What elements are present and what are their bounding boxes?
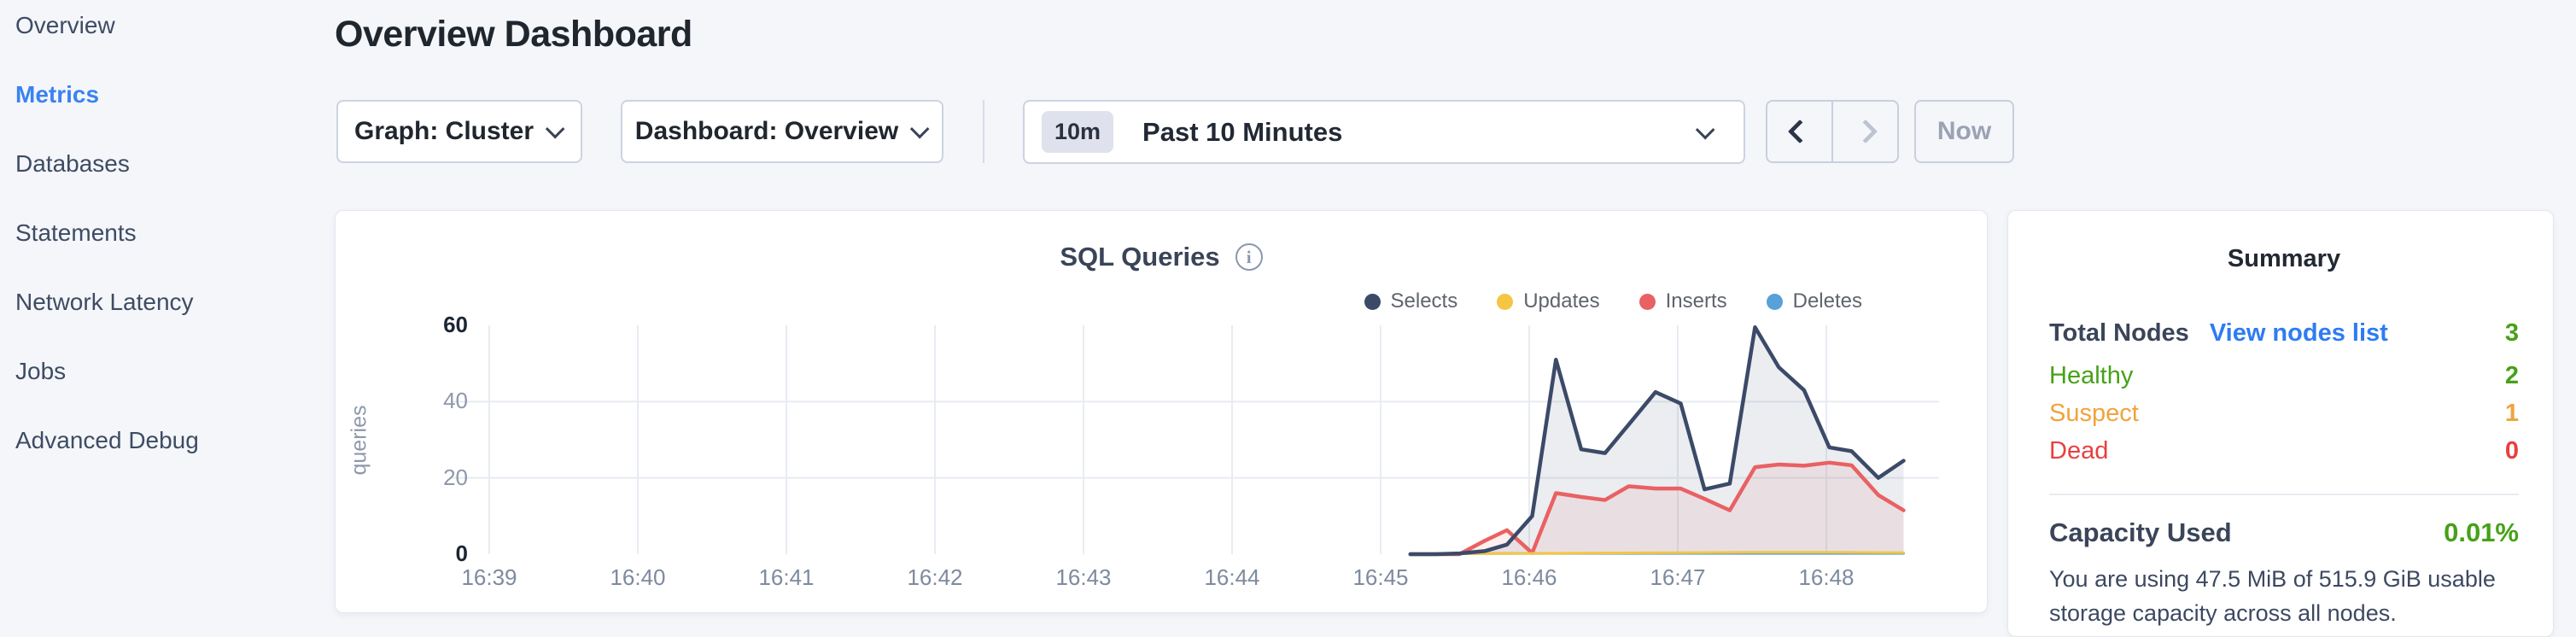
capacity-used-value: 0.01% — [2444, 517, 2519, 548]
summary-panel: Summary Total Nodes View nodes list 3 He… — [2007, 210, 2554, 637]
time-range-badge: 10m — [1042, 111, 1113, 153]
status-label: Healthy — [2049, 362, 2133, 390]
chevron-down-icon — [910, 120, 930, 139]
db-console-metrics-page: { "sidebar": { "items": [ {"label": "Ove… — [0, 0, 2576, 623]
summary-divider — [2049, 494, 2519, 495]
sql-queries-plot[interactable] — [336, 211, 1989, 614]
y-axis-tick-label: 20 — [400, 465, 468, 491]
now-button[interactable]: Now — [1914, 100, 2014, 163]
sidebar-item-network-latency[interactable]: Network Latency — [15, 287, 194, 318]
sidebar-item-statements[interactable]: Statements — [15, 218, 137, 248]
total-nodes-value: 3 — [2505, 319, 2519, 348]
toolbar-divider — [983, 100, 984, 163]
status-value: 1 — [2505, 400, 2519, 428]
view-nodes-list-link[interactable]: View nodes list — [2210, 319, 2388, 348]
time-range-label: Past 10 Minutes — [1142, 117, 1342, 148]
dashboard-selector-label: Dashboard: Overview — [635, 117, 898, 146]
time-back-button[interactable] — [1767, 102, 1831, 161]
x-axis-tick-label: 16:43 — [1024, 564, 1143, 591]
y-axis-tick-label: 40 — [400, 388, 468, 414]
sidebar-item-databases[interactable]: Databases — [15, 149, 130, 179]
sidebar-item-jobs[interactable]: Jobs — [15, 356, 66, 387]
x-axis-tick-label: 16:39 — [429, 564, 549, 591]
chevron-down-icon — [1696, 120, 1715, 139]
status-value: 2 — [2505, 362, 2519, 390]
chevron-down-icon — [546, 120, 565, 139]
graph-selector-label: Graph: Cluster — [354, 117, 534, 146]
sidebar-item-advanced-debug[interactable]: Advanced Debug — [15, 425, 199, 456]
summary-row-capacity: Capacity Used 0.01% — [2049, 517, 2519, 548]
x-axis-tick-label: 16:45 — [1321, 564, 1440, 591]
series-area-selects — [1411, 327, 1904, 554]
capacity-used-label: Capacity Used — [2049, 517, 2232, 548]
time-pager — [1766, 100, 1899, 163]
x-axis-tick-label: 16:46 — [1469, 564, 1589, 591]
x-axis-tick-label: 16:48 — [1767, 564, 1886, 591]
status-label: Suspect — [2049, 400, 2139, 428]
dashboard-selector-dropdown[interactable]: Dashboard: Overview — [621, 100, 943, 163]
chevron-left-icon — [1787, 120, 1811, 143]
summary-row-dead: Dead 0 — [2049, 437, 2519, 475]
sidebar-item-overview[interactable]: Overview — [15, 10, 115, 41]
x-axis-tick-label: 16:42 — [875, 564, 995, 591]
x-axis-tick-label: 16:40 — [578, 564, 698, 591]
summary-title: Summary — [2049, 245, 2519, 273]
capacity-description: You are using 47.5 MiB of 515.9 GiB usab… — [2049, 562, 2529, 630]
status-value: 0 — [2505, 437, 2519, 465]
total-nodes-label: Total Nodes — [2049, 319, 2189, 348]
summary-row-suspect: Suspect 1 — [2049, 400, 2519, 437]
graph-node-selector-dropdown[interactable]: Graph: Cluster — [336, 100, 582, 163]
chevron-right-icon — [1853, 120, 1877, 143]
x-axis-tick-label: 16:44 — [1172, 564, 1292, 591]
sidebar-nav: Overview Metrics Databases Statements Ne… — [0, 0, 335, 623]
y-axis-tick-label: 0 — [400, 541, 468, 567]
status-label: Dead — [2049, 437, 2108, 465]
x-axis-tick-label: 16:47 — [1618, 564, 1738, 591]
page-title: Overview Dashboard — [335, 14, 692, 56]
x-axis-tick-label: 16:41 — [727, 564, 846, 591]
y-axis-tick-label: 60 — [400, 312, 468, 338]
time-forward-button[interactable] — [1831, 102, 1897, 161]
sidebar-item-metrics[interactable]: Metrics — [15, 79, 99, 110]
summary-row-healthy: Healthy 2 — [2049, 362, 2519, 400]
node-status-rows: Healthy 2 Suspect 1 Dead 0 — [2049, 362, 2519, 475]
summary-row-total-nodes: Total Nodes View nodes list 3 — [2049, 319, 2519, 362]
time-range-selector[interactable]: 10m Past 10 Minutes — [1023, 100, 1745, 164]
